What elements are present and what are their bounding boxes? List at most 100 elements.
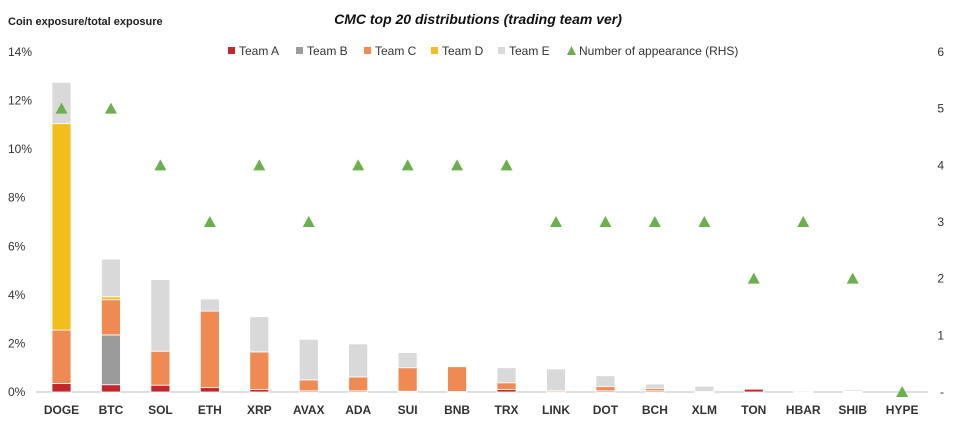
x-tick-label: AVAX [293, 403, 325, 417]
bar-segment-team-c [496, 382, 517, 390]
bar-segment-team-e [645, 383, 665, 389]
legend-item-team-a: Team A [228, 44, 279, 58]
bar-stack-dot [595, 375, 616, 393]
bar-stack-trx [496, 367, 517, 393]
x-tick-label: XRP [247, 403, 272, 417]
appearance-marker [599, 216, 612, 227]
x-tick-label: DOT [593, 403, 619, 417]
y-tick-label: 0% [8, 385, 26, 399]
bar-stack-bnb [447, 366, 468, 393]
legend-label: Team C [375, 44, 417, 58]
bar-stack-eth [199, 298, 220, 393]
x-tick-label: HYPE [886, 403, 919, 417]
legend-swatch [296, 47, 303, 54]
bar-segment-team-a [199, 387, 220, 393]
bar-segment-team-e [298, 338, 319, 381]
bar-stack-sui [397, 352, 418, 393]
chart-title: CMC top 20 distributions (trading team v… [334, 11, 622, 27]
appearance-marker [55, 102, 68, 114]
legend-swatch [431, 47, 438, 54]
legend: Team A Team B Team C Team D Team E Number of … [228, 44, 738, 58]
appearance-marker [352, 159, 365, 171]
legend-label: Number of appearance (RHS) [579, 44, 738, 58]
bar-stack-shib [842, 389, 863, 393]
x-tick-label: HBAR [786, 403, 821, 417]
x-tick-label: SUI [398, 403, 418, 417]
bar-segment-team-c [447, 366, 468, 392]
legend-item-team-d: Team D [431, 44, 484, 58]
y-tick-label: 6% [8, 239, 26, 253]
x-tick-label: ETH [198, 403, 222, 417]
bar-segment-team-e [150, 279, 171, 352]
bar-segment-team-d [101, 296, 121, 301]
legend-label: Team D [442, 44, 484, 58]
appearance-marker [550, 216, 562, 227]
bar-segment-team-c [348, 376, 369, 392]
bars [51, 81, 863, 393]
appearance-marker [896, 386, 909, 397]
bar-segment-team-c [199, 310, 220, 389]
y2-tick-label: 1 [937, 328, 944, 342]
bar-segment-team-a [150, 384, 171, 393]
bar-segment-team-e [496, 367, 517, 384]
appearance-marker [401, 159, 414, 171]
bar-stack-xrp [249, 316, 270, 393]
legend-swatch [498, 47, 505, 54]
x-tick-label: TRX [495, 403, 519, 417]
bar-segment-team-e [793, 389, 814, 392]
x-tick-label: SOL [148, 403, 173, 417]
appearance-marker [451, 159, 464, 171]
legend-item-number-of-appearance-rhs: Number of appearance (RHS) [567, 44, 738, 58]
bar-stack-bch [645, 383, 665, 393]
x-axis-ticks: DOGE BTC SOL ETH XRP AVAX ADA SUI BNB TRX LINK DOT B… [44, 403, 919, 417]
x-tick-label: LINK [542, 403, 570, 417]
y-tick-label: 2% [8, 336, 26, 350]
bar-segment-team-c [249, 351, 270, 390]
right-axis-ticks: - 1 2 3 4 5 6 [937, 45, 944, 399]
legend-item-team-b: Team B [296, 44, 348, 58]
bar-segment-team-e [249, 316, 270, 353]
x-tick-label: XLM [692, 403, 717, 417]
x-tick-label: BTC [99, 403, 124, 417]
legend-swatch [228, 47, 235, 54]
y2-tick-label: 6 [937, 45, 944, 59]
bar-stack-btc [101, 258, 121, 393]
legend-label: Team A [239, 44, 279, 58]
bar-stack-sol [150, 279, 171, 393]
appearance-marker [104, 102, 117, 114]
appearance-marker [302, 216, 315, 227]
bar-stack-ada [348, 343, 369, 393]
bar-segment-team-e [842, 389, 863, 392]
bar-segment-team-b [101, 334, 121, 386]
y-tick-label: 12% [8, 94, 32, 108]
bar-segment-team-e [595, 375, 616, 388]
appearance-marker [500, 159, 513, 171]
y-tick-label: 4% [8, 288, 26, 302]
x-tick-label: SHIB [838, 403, 867, 417]
y-tick-label: 14% [8, 45, 32, 59]
legend-swatch [567, 46, 576, 55]
left-axis-ticks: 0% 2% 4% 6% 8% 10% 12% 14% [8, 45, 32, 399]
bar-segment-team-d [51, 123, 72, 331]
bar-segment-team-a [101, 384, 121, 393]
bar-segment-team-c [397, 367, 418, 392]
x-tick-label: ADA [345, 403, 371, 417]
y2-tick-label: 2 [937, 272, 944, 286]
legend-label: Team E [509, 44, 550, 58]
appearance-marker [797, 216, 810, 227]
y2-tick-label: 4 [937, 158, 944, 172]
bar-segment-team-e [348, 343, 369, 378]
bar-segment-team-c [51, 329, 72, 384]
y-axis-label: Coin exposure/total exposure [8, 16, 163, 28]
appearance-marker [253, 159, 266, 171]
appearance-marker [648, 216, 661, 227]
bar-segment-team-e [199, 298, 220, 312]
legend-swatch [364, 47, 371, 54]
legend-item-team-e: Team E [498, 44, 550, 58]
x-tick-label: DOGE [44, 403, 79, 417]
appearance-marker [154, 159, 167, 171]
legend-item-team-c: Team C [364, 44, 417, 58]
bar-stack-link [546, 368, 566, 393]
bar-segment-team-c [298, 379, 319, 392]
